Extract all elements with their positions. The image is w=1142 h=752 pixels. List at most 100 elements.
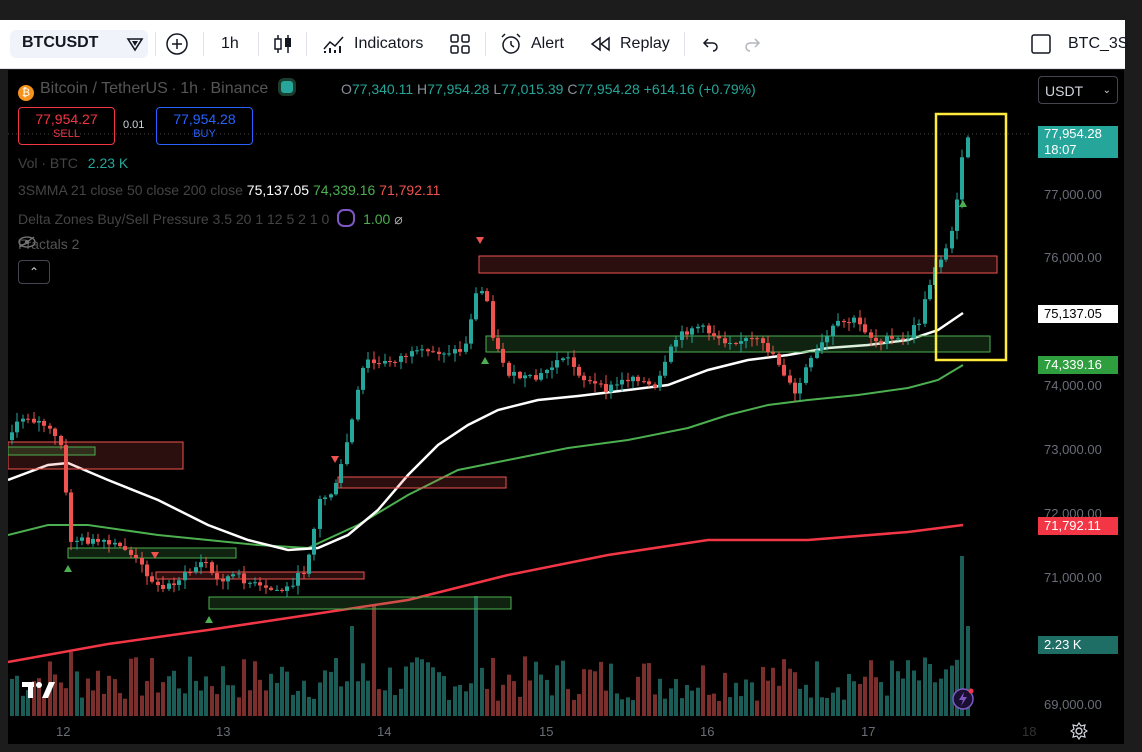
undo-icon[interactable] (700, 20, 720, 68)
volume-bar (318, 682, 322, 716)
volume-bar (226, 685, 230, 716)
volume-bar (604, 690, 608, 716)
candle-body (879, 341, 883, 344)
volume-bar (680, 698, 684, 716)
volume-bar (329, 671, 333, 716)
smma200-value: 71,792.11 (379, 182, 441, 198)
candle-body (766, 343, 770, 353)
volume-bar (161, 682, 165, 716)
symbol-logo-icon[interactable] (124, 20, 146, 68)
layout-checkbox-icon[interactable] (1030, 20, 1052, 68)
candle-body (210, 562, 214, 574)
legend-interval: 1h (180, 80, 199, 97)
candle-body (339, 464, 343, 483)
demand-zone (208, 596, 512, 610)
candle-body (901, 338, 905, 340)
volume-bar (248, 690, 252, 716)
volume-bar (825, 697, 829, 716)
add-symbol-icon[interactable] (165, 20, 189, 68)
volume-bar (944, 669, 948, 716)
separator-dot: · (201, 80, 207, 96)
volume-bar (917, 680, 921, 716)
candle-body (680, 331, 684, 340)
candle-body (528, 375, 532, 377)
candle-body (242, 573, 246, 584)
candle-body (874, 337, 878, 342)
candle-body (194, 567, 198, 573)
candle-body (917, 323, 921, 326)
alert-button[interactable]: Alert (499, 20, 564, 68)
fractal-up-marker (959, 200, 967, 207)
candles-icon[interactable] (272, 20, 294, 68)
candle-body (237, 573, 241, 575)
indicators-button[interactable]: Indicators (322, 20, 423, 68)
candle-body (415, 350, 419, 352)
templates-icon[interactable] (449, 20, 471, 68)
volume-bar (302, 680, 306, 716)
candle-body (939, 259, 943, 268)
buy-button[interactable]: 77,954.28 BUY (156, 107, 253, 145)
candle-body (15, 421, 19, 433)
volume-bar (501, 684, 505, 716)
candle-body (107, 540, 111, 545)
candle-body (302, 573, 306, 575)
collapse-legend-button[interactable]: ⌃ (18, 260, 50, 284)
candle-body (944, 248, 948, 260)
bitcoin-logo-icon: ₿ (18, 85, 34, 101)
candle-body (264, 585, 268, 588)
candle-body (831, 325, 835, 337)
replay-label: Replay (620, 35, 670, 52)
sell-button[interactable]: 77,954.27 SELL (18, 107, 115, 145)
low-value: 77,015.39 (501, 81, 564, 97)
open-label: O (341, 81, 352, 97)
volume-bar (269, 673, 273, 716)
volume-bar (561, 660, 565, 716)
candle-body (518, 371, 522, 379)
layout-name[interactable]: BTC_3S (1068, 35, 1129, 52)
supply-zone (478, 255, 998, 274)
volume-bar (156, 692, 160, 716)
price-chart[interactable] (8, 70, 1124, 744)
interval-button[interactable]: 1h (221, 35, 239, 52)
volume-bar (528, 680, 532, 716)
buy-label: BUY (193, 128, 216, 140)
replay-button[interactable]: Replay (590, 20, 670, 68)
candle-body (442, 353, 446, 355)
fractal-down-marker (151, 552, 159, 559)
candle-body (539, 373, 543, 380)
candle-body (674, 339, 678, 347)
candle-body (221, 578, 225, 582)
candle-body (561, 358, 565, 361)
volume-price-label: 2.23 K (1038, 636, 1118, 654)
open-value: 77,340.11 (351, 81, 414, 97)
volume-bar (793, 672, 797, 716)
candle-body (890, 336, 894, 339)
currency-selector[interactable]: USDT ⌄ (1038, 76, 1118, 104)
volume-bar (782, 659, 786, 716)
candle-body (91, 538, 95, 544)
volume-bar (885, 695, 889, 716)
candle-body (42, 420, 46, 426)
symbol-name[interactable]: BTCUSDT (22, 34, 99, 51)
candle-body (804, 367, 808, 383)
candle-body (393, 361, 397, 363)
smma50-value: 74,339.16 (312, 182, 376, 198)
candle-body (204, 562, 208, 564)
candle-body (647, 381, 651, 385)
high-label: H (417, 81, 428, 97)
candle-body (739, 341, 743, 344)
candle-body (771, 352, 775, 354)
smma21-price-label: 75,137.05 (1038, 305, 1118, 323)
volume-bar (852, 681, 856, 716)
fractals-legend: Fractals 2 (18, 236, 85, 252)
volume-bar (37, 678, 41, 716)
volume-bar (453, 686, 457, 716)
candle-body (404, 355, 408, 357)
volume-bar (361, 663, 365, 716)
symbol-search-box[interactable] (10, 30, 148, 58)
time-tick: 12 (56, 724, 71, 739)
chart-pane[interactable]: ₿ Bitcoin / TetherUS · 1h · Binance O77,3… (8, 70, 1124, 744)
volume-bar (102, 693, 106, 716)
candle-body (53, 428, 57, 437)
redo-icon[interactable] (743, 20, 763, 68)
